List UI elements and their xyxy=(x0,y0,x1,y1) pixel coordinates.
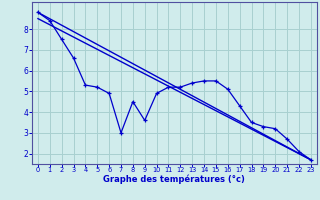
X-axis label: Graphe des températures (°c): Graphe des températures (°c) xyxy=(103,175,245,184)
